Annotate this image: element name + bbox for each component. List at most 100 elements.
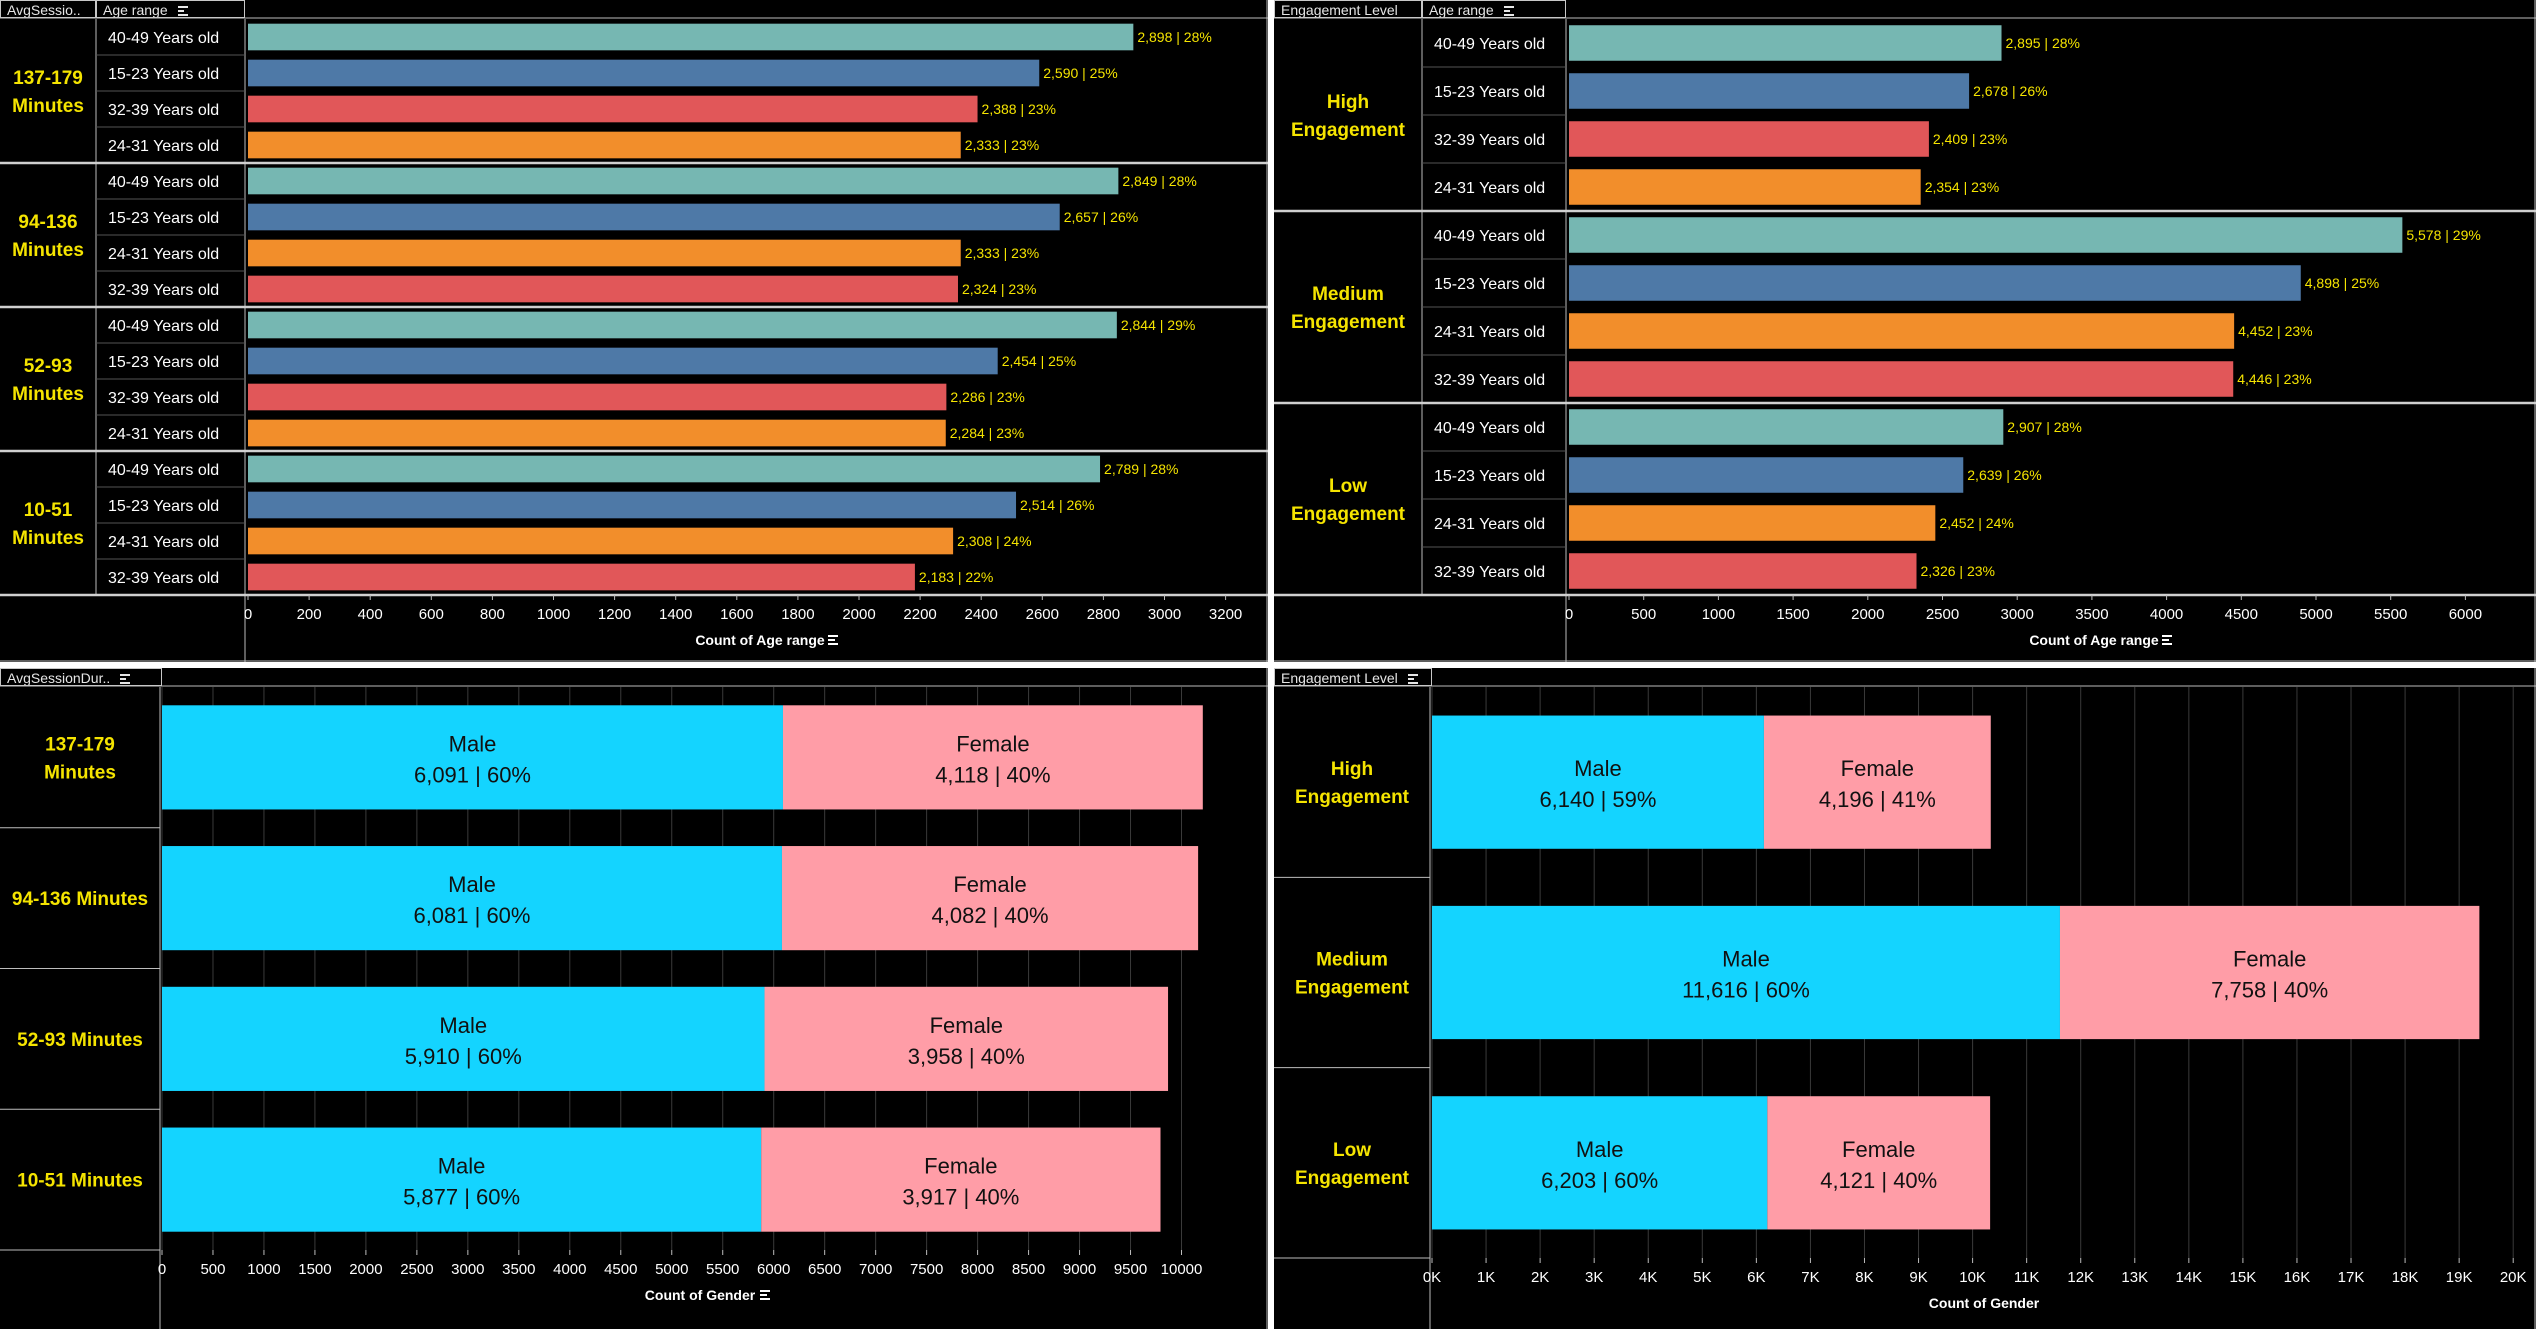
- age-row-label: 32-39 Years old: [108, 102, 219, 119]
- top_right-svg: High Engagement 40-49 Years old 2,895 | 28%…: [1274, 0, 2536, 662]
- age-row-label: 40-49 Years old: [108, 174, 219, 191]
- bar-32-39-years-old[interactable]: [248, 563, 915, 591]
- bar-32-39-years-old[interactable]: [248, 95, 978, 123]
- age-row-label: 40-49 Years old: [1434, 228, 1545, 245]
- bar-24-31-years-old[interactable]: [1569, 313, 2235, 349]
- bar-value-label: 2,308 | 24%: [957, 533, 1031, 549]
- bottom_left-svg: 137-179 Minutes Male 6,091 | 60% Female 4,118…: [0, 668, 1268, 1329]
- bar-24-31-years-old[interactable]: [1569, 169, 1921, 205]
- female-value-label: 3,917 | 40%: [902, 1185, 1019, 1210]
- bar-male[interactable]: [162, 846, 782, 951]
- sort-icon[interactable]: [1503, 6, 1514, 17]
- bar-40-49-years-old[interactable]: [248, 23, 1134, 51]
- age-row-label: 40-49 Years old: [108, 318, 219, 335]
- header-avgsessio[interactable]: AvgSessio..: [0, 0, 96, 18]
- bar-value-label: 2,514 | 26%: [1020, 497, 1094, 513]
- x-tick-label: 7K: [1801, 1269, 1819, 1286]
- bar-male[interactable]: [1432, 1096, 1768, 1230]
- x-tick-label: 400: [358, 606, 383, 623]
- group-label: Engagement: [1295, 978, 1410, 999]
- bar-40-49-years-old[interactable]: [248, 455, 1101, 483]
- x-tick-label: 0: [1565, 606, 1573, 623]
- sort-icon[interactable]: [177, 6, 188, 17]
- bar-female[interactable]: [1767, 1096, 1991, 1230]
- x-axis-title: Count of Gender: [1929, 1295, 2040, 1311]
- bar-15-23-years-old[interactable]: [1569, 457, 1964, 493]
- bar-15-23-years-old[interactable]: [248, 491, 1017, 519]
- x-tick-label: 4K: [1639, 1269, 1657, 1286]
- engagement-gender-chart: High Engagement Male 6,140 | 59% Female 4,196…: [1274, 668, 2536, 1329]
- bar-15-23-years-old[interactable]: [248, 203, 1060, 231]
- bar-24-31-years-old[interactable]: [248, 131, 961, 159]
- x-tick-label: 1000: [537, 606, 570, 623]
- x-tick-label: 19K: [2446, 1269, 2473, 1286]
- bar-male[interactable]: [1432, 715, 1764, 849]
- male-name-label: Male: [1574, 756, 1622, 781]
- group-label: Engagement: [1291, 504, 1406, 525]
- bar-40-49-years-old[interactable]: [1569, 25, 2002, 61]
- bar-24-31-years-old[interactable]: [248, 527, 954, 555]
- bar-15-23-years-old[interactable]: [248, 347, 998, 375]
- header-engagement-level[interactable]: Engagement Level: [1274, 668, 1432, 686]
- bar-32-39-years-old[interactable]: [248, 383, 947, 411]
- sort-icon[interactable]: [828, 635, 838, 645]
- header-engagement-level[interactable]: Engagement Level: [1274, 0, 1422, 18]
- x-tick-label: 20K: [2500, 1269, 2527, 1286]
- x-tick-label: 4000: [2150, 606, 2183, 623]
- bar-female[interactable]: [2059, 905, 2480, 1040]
- bar-40-49-years-old[interactable]: [1569, 409, 2004, 445]
- header-age-range[interactable]: Age range: [1422, 0, 1566, 18]
- x-tick-label: 3200: [1209, 606, 1242, 623]
- group-label: 94-136 Minutes: [12, 889, 148, 910]
- group-label: 94-136: [18, 212, 77, 233]
- bar-male[interactable]: [162, 1127, 762, 1232]
- bar-40-49-years-old[interactable]: [248, 167, 1119, 195]
- female-name-label: Female: [924, 1154, 997, 1179]
- bar-40-49-years-old[interactable]: [1569, 217, 2403, 253]
- sort-icon[interactable]: [2162, 635, 2172, 645]
- x-tick-label: 5000: [2299, 606, 2332, 623]
- x-tick-label: 12K: [2067, 1269, 2094, 1286]
- bar-value-label: 2,849 | 28%: [1122, 173, 1196, 189]
- bar-value-label: 2,895 | 28%: [2006, 35, 2080, 51]
- bar-15-23-years-old[interactable]: [1569, 73, 1970, 109]
- sort-icon[interactable]: [1407, 674, 1418, 685]
- male-name-label: Male: [438, 1154, 486, 1179]
- x-tick-label: 16K: [2284, 1269, 2311, 1286]
- group-label: Minutes: [12, 528, 84, 549]
- x-tick-label: 3000: [2001, 606, 2034, 623]
- bar-15-23-years-old[interactable]: [248, 59, 1040, 87]
- bar-female[interactable]: [781, 846, 1199, 951]
- bar-32-39-years-old[interactable]: [1569, 361, 2234, 397]
- header-avgsessiondur[interactable]: AvgSessionDur..: [0, 668, 162, 686]
- x-tick-label: 8500: [1012, 1261, 1045, 1278]
- bar-female[interactable]: [1763, 715, 1991, 849]
- bar-24-31-years-old[interactable]: [248, 419, 946, 447]
- header-age-range[interactable]: Age range: [96, 0, 245, 18]
- age-row-label: 15-23 Years old: [1434, 468, 1545, 485]
- bar-male[interactable]: [162, 986, 765, 1091]
- bar-15-23-years-old[interactable]: [1569, 265, 2301, 301]
- bar-24-31-years-old[interactable]: [1569, 505, 1936, 541]
- bar-female[interactable]: [782, 705, 1203, 810]
- male-name-label: Male: [449, 731, 497, 756]
- bar-male[interactable]: [1432, 905, 2060, 1040]
- bar-female[interactable]: [761, 1127, 1161, 1232]
- sort-icon[interactable]: [760, 1290, 770, 1300]
- bar-24-31-years-old[interactable]: [248, 239, 961, 267]
- age-row-label: 15-23 Years old: [108, 498, 219, 515]
- group-label: 10-51: [24, 500, 73, 521]
- age-row-label: 32-39 Years old: [108, 390, 219, 407]
- bar-40-49-years-old[interactable]: [248, 311, 1117, 339]
- bar-32-39-years-old[interactable]: [1569, 121, 1929, 157]
- group-label: Engagement: [1291, 120, 1406, 141]
- group-label: Minutes: [44, 762, 116, 783]
- bar-female[interactable]: [764, 986, 1169, 1091]
- bar-32-39-years-old[interactable]: [1569, 553, 1917, 589]
- x-tick-label: 2000: [842, 606, 875, 623]
- sort-icon[interactable]: [120, 674, 131, 685]
- bar-value-label: 2,333 | 23%: [965, 245, 1039, 261]
- bar-male[interactable]: [162, 705, 783, 810]
- bar-32-39-years-old[interactable]: [248, 275, 958, 303]
- x-tick-label: 5500: [2374, 606, 2407, 623]
